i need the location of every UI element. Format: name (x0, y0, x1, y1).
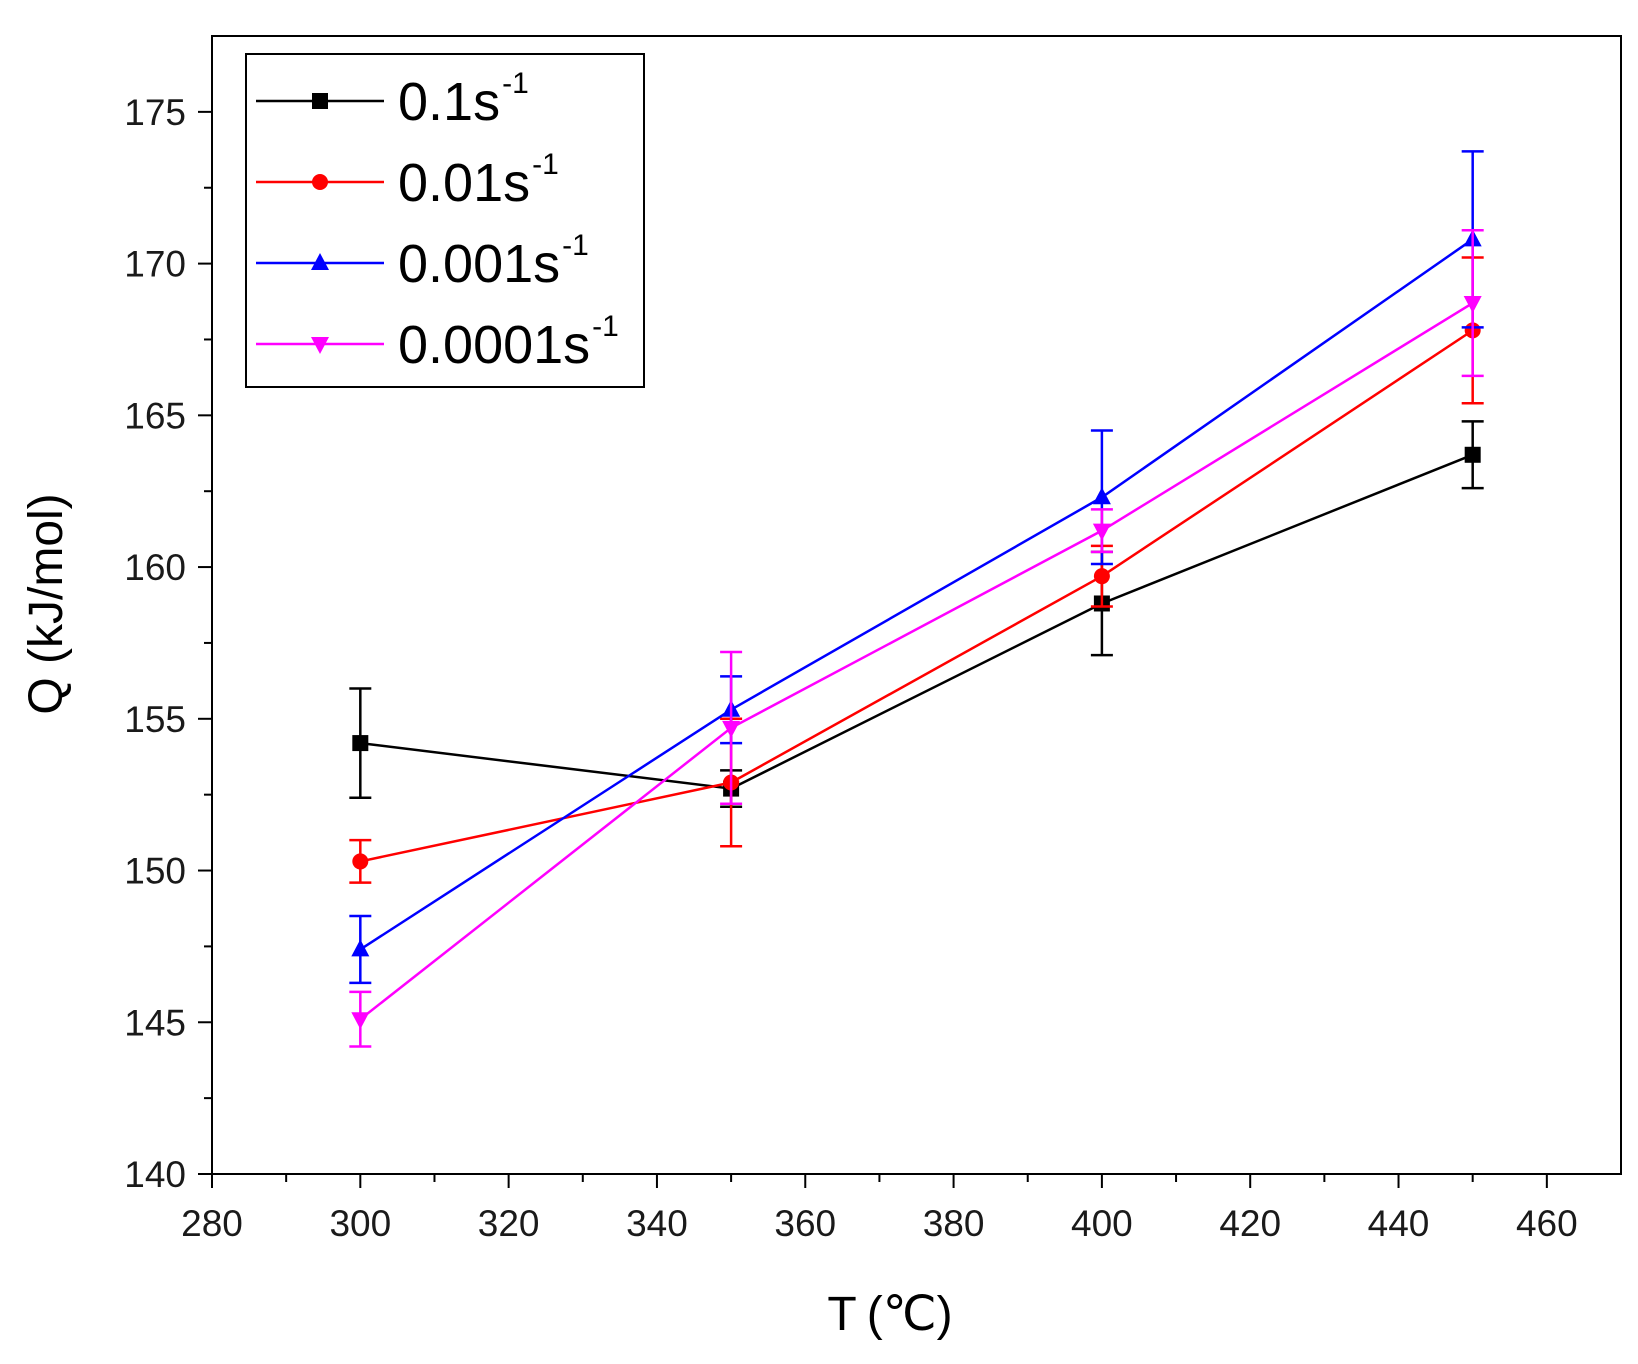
legend-label: 0.0001s (398, 315, 590, 375)
legend-box (245, 53, 645, 388)
x-tick-label: 300 (329, 1203, 391, 1244)
data-point (351, 939, 370, 957)
legend-swatch-marker (311, 337, 329, 354)
legend-label: 0.001s (398, 234, 560, 294)
legend-item-1: 0.01s -1 (256, 148, 559, 213)
x-tick-label: 400 (1071, 1203, 1133, 1244)
data-point (1093, 568, 1110, 585)
plot-frame (211, 35, 1622, 1175)
y-tick-label: 165 (124, 395, 186, 436)
y-axis-title: Q (kJ/mol) (20, 493, 73, 714)
legend-swatch-marker (312, 93, 328, 109)
data-point (352, 735, 369, 752)
y-tick-label: 140 (124, 1154, 186, 1195)
legend-label-superscript: -1 (502, 67, 529, 100)
plot-area-border (211, 35, 1622, 1175)
legend-label: 0.1s (398, 72, 500, 132)
x-tick-label: 440 (1368, 1203, 1430, 1244)
legend-swatch-marker (312, 174, 328, 190)
y-tick-label: 160 (124, 547, 186, 588)
series-line (359, 238, 1474, 951)
x-tick-label: 360 (774, 1203, 836, 1244)
data-point (1092, 523, 1111, 541)
data-point (1464, 446, 1481, 463)
x-tick-label: 340 (626, 1203, 688, 1244)
x-tick-label: 320 (478, 1203, 540, 1244)
y-tick-label: 175 (124, 92, 186, 133)
legend-item-2: 0.001s -1 (256, 229, 589, 294)
x-tick-label: 280 (181, 1203, 243, 1244)
y-axis: 140 145 150 155 160 165 170 175 (124, 92, 212, 1195)
legend-label-superscript: -1 (532, 148, 559, 181)
legend-swatch-marker (311, 253, 329, 270)
series-3 (349, 228, 1484, 1048)
y-tick-label: 145 (124, 1002, 186, 1043)
x-tick-label: 420 (1219, 1203, 1281, 1244)
legend-item-3: 0.0001s -1 (256, 310, 619, 375)
x-tick-label: 380 (923, 1203, 985, 1244)
legend: 0.1s -10.01s -10.001s -10.0001s -1 (245, 53, 645, 388)
data-point (351, 1012, 370, 1030)
legend-label-superscript: -1 (562, 229, 589, 262)
x-axis: 280 300 320 340 360 380 400 420 440 460 (181, 1174, 1578, 1244)
data-point (1092, 487, 1111, 505)
x-axis-title: T (℃) (827, 1288, 952, 1341)
legend-label-superscript: -1 (592, 310, 619, 343)
y-tick-label: 170 (124, 244, 186, 285)
legend-label: 0.01s (398, 153, 530, 213)
series-layer (349, 150, 1484, 1048)
legend-item-0: 0.1s -1 (256, 67, 529, 132)
y-tick-label: 150 (124, 851, 186, 892)
data-point (1463, 296, 1482, 314)
y-tick-label: 155 (124, 699, 186, 740)
series-0 (349, 420, 1484, 809)
series-line (360, 329, 1474, 863)
series-line (359, 301, 1474, 1021)
series-line (360, 453, 1474, 790)
data-point (722, 720, 741, 738)
data-point (352, 853, 369, 870)
x-tick-label: 460 (1516, 1203, 1578, 1244)
